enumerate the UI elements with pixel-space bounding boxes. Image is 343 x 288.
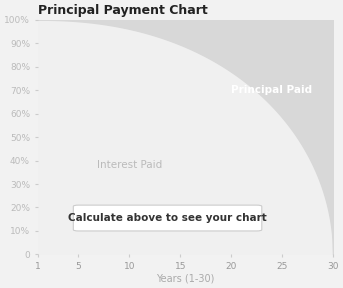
Text: Interest Paid: Interest Paid [97,160,162,170]
Text: Principal Paid: Principal Paid [232,85,312,95]
FancyBboxPatch shape [73,205,262,231]
Text: Principal Payment Chart: Principal Payment Chart [38,4,208,17]
Text: Calculate above to see your chart: Calculate above to see your chart [68,213,267,223]
X-axis label: Years (1-30): Years (1-30) [156,274,215,284]
